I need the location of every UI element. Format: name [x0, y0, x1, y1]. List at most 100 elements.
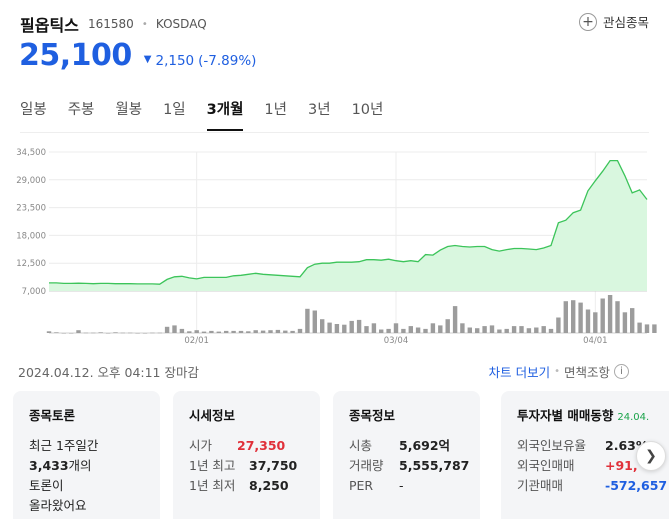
volume-bar — [511, 326, 517, 333]
investor-date: 24.04. — [617, 412, 650, 423]
price-chart[interactable]: 34,500 29,000 23,500 18,000 12,500 7,000 02/0… — [0, 140, 669, 350]
volume-bar — [593, 312, 598, 333]
y-tick-label: 23,500 — [16, 204, 46, 214]
disclaimer-link[interactable]: 면책조항 — [563, 365, 610, 380]
stock-info-row: 시총 5,692억 — [349, 436, 480, 456]
row-label: 1년 최고 — [189, 458, 236, 473]
volume-bar — [585, 309, 591, 333]
volume-bar — [556, 317, 561, 333]
volume-bar — [216, 331, 221, 333]
volume-bar — [150, 332, 155, 334]
volume-bar — [128, 332, 133, 334]
volume-bar — [172, 325, 177, 333]
volume-bar — [408, 326, 413, 333]
investor-row: 외국인매매 +91, — [517, 456, 669, 476]
row-label: 거래량 — [349, 458, 384, 473]
period-tabs: 일봉 주봉 월봉 1일 3개월 1년 3년 10년 — [20, 98, 404, 131]
links-separator: • — [554, 366, 560, 377]
volume-bar — [179, 328, 185, 333]
chevron-right-icon[interactable]: ❯ — [645, 448, 657, 464]
row-value: -572,657 — [605, 478, 668, 493]
volume-bar — [452, 306, 458, 333]
volume-bar — [644, 324, 650, 333]
stock-header: 필옵틱스 161580 • KOSDAQ — [20, 12, 660, 35]
row-label: 시가 — [189, 438, 213, 453]
plus-icon[interactable]: + — [578, 12, 597, 31]
row-label: 외국인보유율 — [517, 438, 587, 453]
volume-bar — [91, 332, 96, 334]
more-chart-link[interactable]: 차트 더보기 — [488, 365, 551, 380]
row-value: 8,250 — [249, 478, 289, 493]
volume-bar — [69, 333, 74, 334]
card-stock-info[interactable]: 종목정보 시총 5,692억 거래량 5,555,787 PER - — [333, 391, 480, 519]
volume-bar — [113, 332, 118, 333]
y-tick-label: 18,000 — [16, 231, 46, 241]
discussion-summary: 최근 1주일간 3,433개의 토론이 올라왔어요 — [29, 436, 160, 516]
info-cards: 종목토론 최근 1주일간 3,433개의 토론이 올라왔어요 시세정보 시가 2… — [13, 391, 669, 519]
volume-bar — [61, 333, 66, 334]
investor-row: 기관매매 -572,657 — [517, 476, 669, 496]
volume-bar — [231, 330, 236, 333]
volume-bar — [534, 327, 539, 333]
volume-bar — [290, 330, 295, 333]
tab-monthly[interactable]: 월봉 — [115, 102, 143, 118]
tab-1year[interactable]: 1년 — [264, 102, 287, 118]
next-card-button[interactable]: ❯ — [636, 441, 666, 471]
stock-name[interactable]: 필옵틱스 — [20, 16, 79, 35]
volume-bar — [142, 333, 148, 334]
volume-bar — [120, 332, 125, 334]
tab-3year[interactable]: 3년 — [308, 102, 331, 118]
volume-bar — [209, 330, 214, 333]
tab-10year[interactable]: 10년 — [351, 102, 384, 118]
volume-bar — [320, 319, 325, 333]
discussion-line3: 토론이 — [29, 478, 64, 493]
price-change-rate: (-7.89%) — [198, 53, 257, 69]
volume-bar — [54, 332, 59, 333]
card-market-info[interactable]: 시세정보 시가 27,350 1년 최고 37,750 1년 최저 8,250 — [173, 391, 320, 519]
tab-daily[interactable]: 일봉 — [20, 102, 47, 118]
market-info-row: 시가 27,350 — [189, 436, 320, 456]
volume-bar — [371, 323, 377, 333]
volume-bar — [334, 324, 340, 333]
volume-bar — [489, 325, 495, 333]
volume-bar — [98, 332, 103, 333]
header-separator: • — [141, 18, 148, 30]
tab-weekly[interactable]: 주봉 — [67, 102, 95, 118]
volume-bar — [283, 330, 288, 333]
triangle-down-icon: ▼ — [143, 54, 152, 65]
row-value: 37,750 — [249, 458, 298, 473]
tabs-divider — [20, 132, 649, 133]
volume-bar — [615, 301, 620, 333]
card-discussion[interactable]: 종목토론 최근 1주일간 3,433개의 토론이 올라왔어요 — [13, 391, 160, 519]
row-label: 1년 최저 — [189, 478, 236, 493]
info-icon[interactable]: i — [614, 364, 629, 379]
volume-bar — [430, 323, 436, 333]
tab-3month[interactable]: 3개월 — [206, 98, 244, 131]
volume-bar — [548, 328, 554, 333]
tab-1day[interactable]: 1일 — [163, 102, 186, 118]
volume-bar — [630, 308, 635, 333]
volume-bar — [76, 330, 81, 333]
volume-bar — [253, 330, 258, 333]
volume-bar — [224, 330, 229, 333]
volume-bar — [246, 331, 251, 333]
volume-bar — [423, 328, 428, 333]
volume-bar — [637, 322, 642, 333]
volume-bar — [342, 324, 347, 333]
x-tick-label: 03/04 — [384, 336, 409, 346]
market-close-timestamp: 2024.04.12. 오후 04:11 장마감 — [18, 365, 199, 380]
volume-bar — [364, 326, 369, 333]
row-label: 외국인매매 — [517, 458, 575, 473]
stock-info-row: PER - — [349, 476, 480, 496]
price-change: 2,150 — [155, 53, 195, 69]
volume-bar — [349, 320, 354, 333]
stock-market: KOSDAQ — [155, 17, 207, 31]
volume-bar — [445, 319, 450, 333]
volume-bar — [519, 326, 524, 333]
volume-bar — [164, 326, 170, 333]
volume-bar — [563, 301, 568, 333]
volume-bar — [105, 333, 111, 334]
volume-bar — [46, 331, 52, 333]
favorite-label[interactable]: 관심종목 — [602, 15, 649, 30]
favorite-button[interactable]: + 관심종목 — [578, 12, 649, 31]
